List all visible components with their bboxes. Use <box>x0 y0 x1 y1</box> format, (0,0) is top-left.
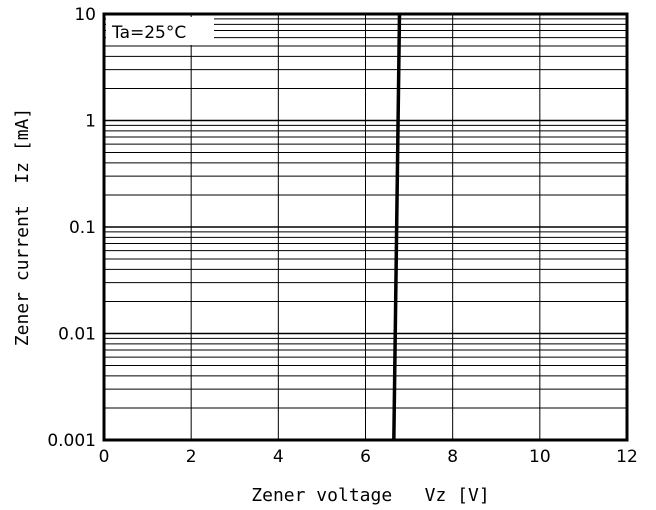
x-tick-label: 8 <box>447 447 458 467</box>
grid <box>104 14 627 440</box>
y-tick-label: 0.01 <box>58 325 96 345</box>
y-axis-title: Zener current Iz [mA] <box>12 108 33 346</box>
x-tick-label: 4 <box>273 447 284 467</box>
x-tick-label: 12 <box>616 447 638 467</box>
tick-labels: 0 2 4 6 8 10 12 0.001 0.01 0.1 1 10 <box>47 5 637 467</box>
y-tick-label: 1 <box>85 112 96 132</box>
x-tick-label: 0 <box>99 447 110 467</box>
x-tick-label: 2 <box>186 447 197 467</box>
plot-frame <box>102 12 629 442</box>
x-axis-title: Zener voltage Vz [V] <box>251 485 489 506</box>
y-tick-label: 10 <box>74 5 96 25</box>
annotation-text: Ta=25°C <box>111 23 186 43</box>
x-tick-label: 10 <box>529 447 551 467</box>
annotation-box: Ta=25°C <box>106 17 214 45</box>
zener-iv-curve <box>392 13 402 441</box>
y-tick-label: 0.001 <box>47 431 96 451</box>
y-tick-label: 0.1 <box>69 218 96 238</box>
x-tick-label: 6 <box>360 447 371 467</box>
series-layer <box>392 13 402 441</box>
